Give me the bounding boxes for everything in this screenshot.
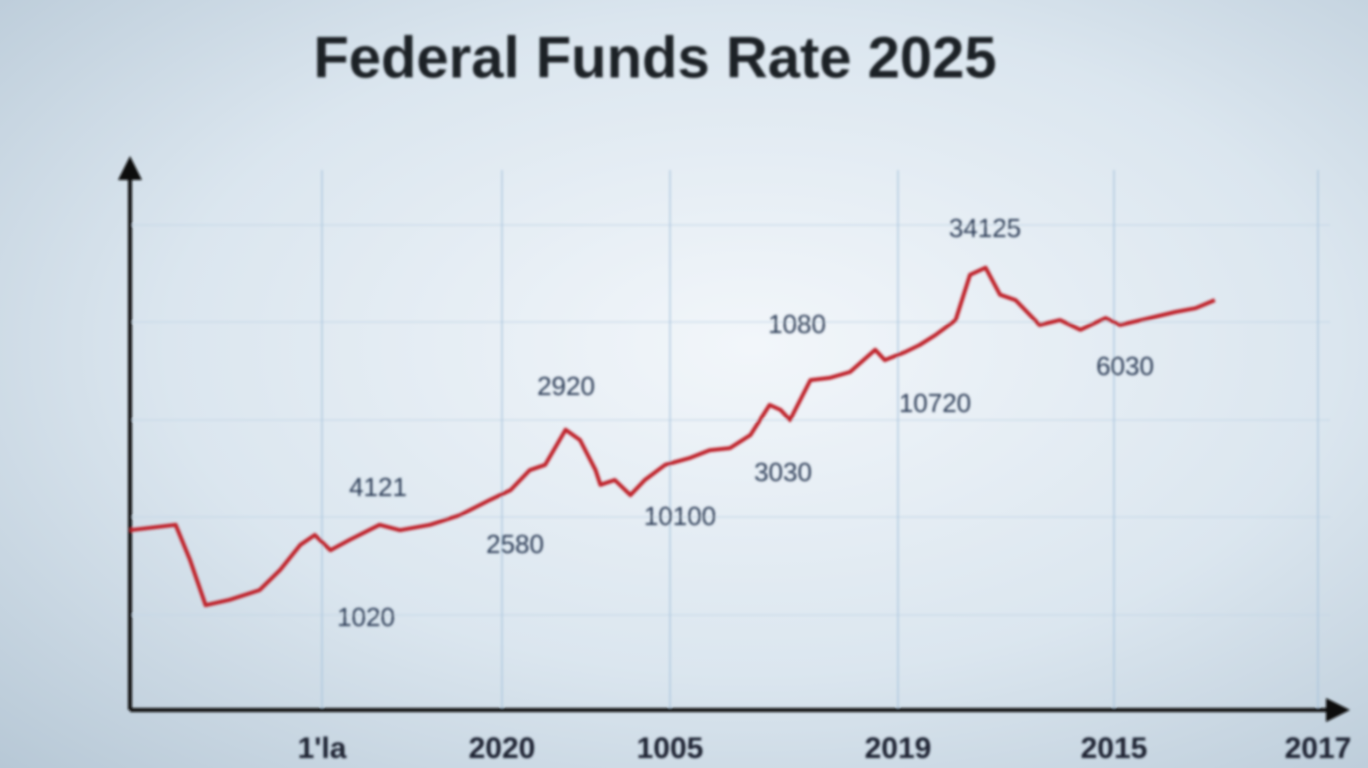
x-tick-label: 2019 — [865, 732, 932, 765]
x-tick-label: 2020 — [469, 732, 536, 765]
annotation: 1020 — [337, 602, 395, 632]
x-tick-label: 1005 — [637, 732, 704, 765]
annotation: 2580 — [486, 529, 544, 559]
x-tick-label: 2017 — [1285, 732, 1352, 765]
annotation: 34125 — [949, 213, 1021, 243]
annotation: 10100 — [644, 501, 716, 531]
annotation: 6030 — [1096, 351, 1154, 381]
plot: 1'la 2020 1005 2019 2015 2017 34125 1080 2920 107… — [118, 156, 1352, 765]
annotation: 10720 — [899, 388, 971, 418]
x-tick-label: 2015 — [1081, 732, 1148, 765]
annotation: 4121 — [349, 472, 407, 502]
data-line — [129, 265, 1216, 608]
chart-title: Federal Funds Rate 2025 — [313, 25, 996, 90]
annotation: 3030 — [754, 457, 812, 487]
x-tick-label: 1'la — [298, 732, 347, 765]
annotation: 1080 — [768, 309, 826, 339]
annotation: 2920 — [537, 371, 595, 401]
